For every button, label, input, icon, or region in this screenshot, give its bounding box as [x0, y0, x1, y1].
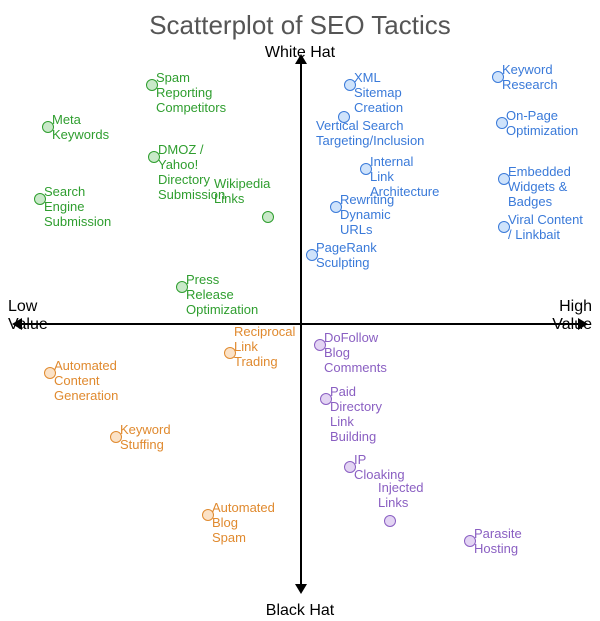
point-label: Injected Links [378, 481, 424, 511]
scatter-point: Reciprocal Link Trading [224, 347, 236, 365]
point-label: IP Cloaking [354, 453, 405, 483]
point-label: DoFollow Blog Comments [324, 331, 387, 376]
scatter-point: Meta Keywords [42, 121, 54, 139]
point-label: Press Release Optimization [186, 273, 258, 318]
point-label: Rewriting Dynamic URLs [340, 193, 394, 238]
scatter-point: Embedded Widgets & Badges [498, 173, 510, 191]
scatter-point: Automated Blog Spam [202, 509, 214, 527]
circle-marker-icon [262, 211, 274, 223]
point-label: Paid Directory Link Building [330, 385, 382, 445]
point-label: Keyword Stuffing [120, 423, 171, 453]
point-label: Meta Keywords [52, 113, 109, 143]
point-label: Search Engine Submission [44, 185, 111, 230]
scatter-point: Automated Content Generation [44, 367, 56, 385]
scatter-point: Rewriting Dynamic URLs [330, 201, 342, 219]
point-label: Vertical Search Targeting/Inclusion [316, 119, 424, 149]
point-label: XML Sitemap Creation [354, 71, 403, 116]
scatter-point: On-Page Optimization [496, 117, 508, 135]
scatter-point: DoFollow Blog Comments [314, 339, 326, 357]
scatter-point: Wikipedia Links [262, 211, 274, 229]
scatter-point: Paid Directory Link Building [320, 393, 332, 411]
point-label: Reciprocal Link Trading [234, 325, 295, 370]
scatter-point: Parasite Hosting [464, 535, 476, 553]
point-label: Automated Blog Spam [212, 501, 275, 546]
circle-marker-icon [384, 515, 396, 527]
scatter-point: Spam Reporting Competitors [146, 79, 158, 97]
point-label: Embedded Widgets & Badges [508, 165, 590, 210]
axis-label-right: High Value [552, 298, 592, 335]
scatter-point: Vertical Search Targeting/Inclusion [338, 111, 350, 129]
scatter-point: Injected Links [384, 515, 396, 533]
axis-label-left: Low Value [8, 298, 48, 335]
scatter-point: XML Sitemap Creation [344, 79, 356, 97]
axis-label-top: White Hat [250, 44, 350, 62]
scatter-point: IP Cloaking [344, 461, 356, 479]
point-label: Wikipedia Links [214, 177, 270, 207]
point-label: Keyword Research [502, 63, 590, 93]
scatter-point: Search Engine Submission [34, 193, 46, 211]
scatter-point: Viral Content / Linkbait [498, 221, 510, 239]
point-label: Automated Content Generation [54, 359, 118, 404]
scatter-point: PageRank Sculpting [306, 249, 318, 267]
scatter-point: Press Release Optimization [176, 281, 188, 299]
chart-title: Scatterplot of SEO Tactics [0, 0, 600, 41]
point-label: Viral Content / Linkbait [508, 213, 590, 243]
arrow-down-icon [295, 584, 307, 594]
scatter-point: DMOZ / Yahoo! Directory Submission [148, 151, 160, 169]
point-label: Parasite Hosting [474, 527, 590, 557]
scatter-point: Internal Link Architecture [360, 163, 372, 181]
scatter-point: Keyword Stuffing [110, 431, 122, 449]
scatter-chart: White Hat Black Hat Low Value High Value… [0, 50, 600, 610]
y-axis [300, 62, 302, 586]
scatter-point: Keyword Research [492, 71, 504, 89]
point-label: On-Page Optimization [506, 109, 590, 139]
point-label: Spam Reporting Competitors [156, 71, 226, 116]
axis-label-bottom: Black Hat [250, 602, 350, 620]
point-label: PageRank Sculpting [316, 241, 377, 271]
